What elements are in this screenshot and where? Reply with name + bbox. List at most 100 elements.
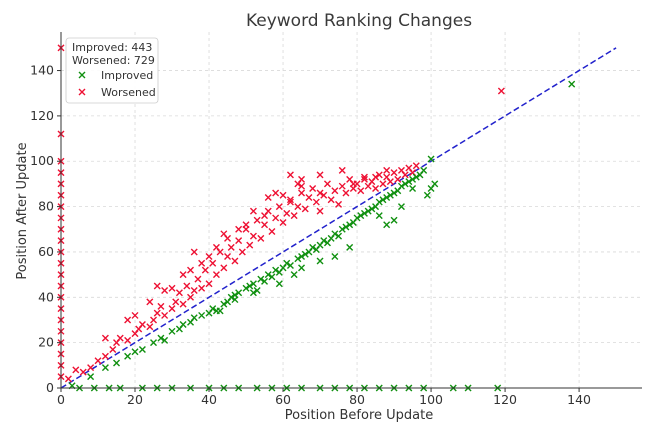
legend-stat-worsened: Worsened: 729 (72, 54, 155, 67)
improved-point (412, 173, 420, 181)
improved-point (405, 178, 413, 186)
worsened-point (124, 336, 132, 344)
worsened-point (261, 221, 269, 229)
worsened-point (242, 221, 250, 229)
worsened-point (205, 280, 213, 288)
worsened-point (268, 228, 276, 236)
worsened-point (194, 275, 202, 283)
worsened-point (131, 311, 139, 319)
improved-point (268, 273, 276, 281)
improved-point (331, 230, 339, 238)
improved-point (420, 166, 428, 174)
improved-point (423, 191, 431, 199)
worsened-point (309, 184, 317, 192)
improved-point (275, 280, 283, 288)
worsened-point (372, 184, 380, 192)
worsened-point (290, 212, 298, 220)
reference-line-group (60, 47, 617, 389)
improved-point (431, 180, 439, 188)
worsened-point (298, 182, 306, 190)
improved-point (227, 293, 235, 301)
worsened-point (394, 175, 402, 183)
worsened-point (257, 234, 265, 242)
worsened-point (150, 316, 158, 324)
worsened-point (198, 259, 206, 267)
y-tick-label: 40 (38, 289, 54, 304)
improved-point (375, 212, 383, 220)
improved-point (283, 259, 291, 267)
worsened-point (327, 196, 335, 204)
worsened-point (272, 189, 280, 197)
worsened-point (401, 171, 409, 179)
improved-point (242, 284, 250, 292)
worsened-point (205, 252, 213, 260)
worsened-point (279, 218, 287, 226)
worsened-point (190, 287, 198, 294)
worsened-point (390, 169, 398, 177)
improved-point (346, 221, 354, 229)
worsened-point (346, 175, 354, 183)
worsened-point (94, 357, 102, 365)
legend: Improved: 443 Worsened: 729 Improved Wor… (65, 37, 159, 104)
improved-point (346, 243, 354, 251)
worsened-point (312, 198, 320, 206)
worsened-point (209, 259, 217, 267)
worsened-point (264, 194, 272, 202)
worsened-point (153, 282, 161, 290)
worsened-point (275, 203, 283, 211)
x-tick-label: 0 (57, 392, 65, 407)
worsened-point (220, 264, 228, 272)
improved-point (220, 300, 228, 308)
improved-point (360, 209, 368, 217)
worsened-point (231, 257, 239, 265)
legend-label-worsened: Worsened (101, 86, 156, 99)
improved-point (397, 182, 405, 190)
improved-point (272, 266, 280, 274)
worsened-point (101, 352, 109, 360)
improved-point (190, 314, 198, 322)
improved-point (397, 203, 405, 211)
worsened-point (187, 293, 195, 301)
improved-point (157, 334, 165, 342)
improved-point (209, 305, 217, 313)
worsened-point (272, 214, 280, 222)
improved-point (309, 243, 317, 251)
legend-marker-improved (78, 71, 86, 79)
legend-x-worsened (78, 88, 86, 96)
worsened-point (87, 364, 95, 372)
worsened-point (283, 209, 291, 217)
worsened-point (109, 345, 117, 353)
chart-title: Keyword Ranking Changes (246, 11, 472, 31)
worsened-point (353, 180, 361, 188)
worsened-point (286, 198, 294, 206)
y-axis-label: Position After Update (15, 142, 30, 279)
worsened-point (249, 207, 257, 215)
worsened-point (357, 187, 365, 195)
worsened-point (249, 232, 257, 240)
worsened-point (286, 196, 294, 204)
improved-point (390, 189, 398, 197)
improved-point (342, 223, 350, 231)
x-tick-label: 140 (567, 392, 591, 407)
axes (57, 32, 642, 392)
improved-point (216, 307, 224, 315)
worsened-point (179, 271, 187, 279)
worsened-point (157, 302, 165, 310)
improved-point (316, 257, 324, 265)
improved-point (290, 271, 298, 279)
legend-x-improved (78, 71, 86, 79)
worsened-point (320, 191, 328, 199)
worsened-point (161, 287, 169, 294)
worsened-point (298, 189, 306, 197)
x-tick-label: 120 (493, 392, 517, 407)
worsened-point (198, 284, 206, 292)
improved-point (390, 216, 398, 224)
worsened-point (220, 230, 228, 238)
x-tick-label: 40 (201, 392, 217, 407)
worsened-point (64, 375, 72, 383)
x-axis-label: Position Before Update (285, 408, 433, 423)
x-tick-label: 60 (275, 392, 291, 407)
legend-marker-worsened (78, 88, 86, 96)
y-tick-label: 60 (38, 244, 54, 259)
